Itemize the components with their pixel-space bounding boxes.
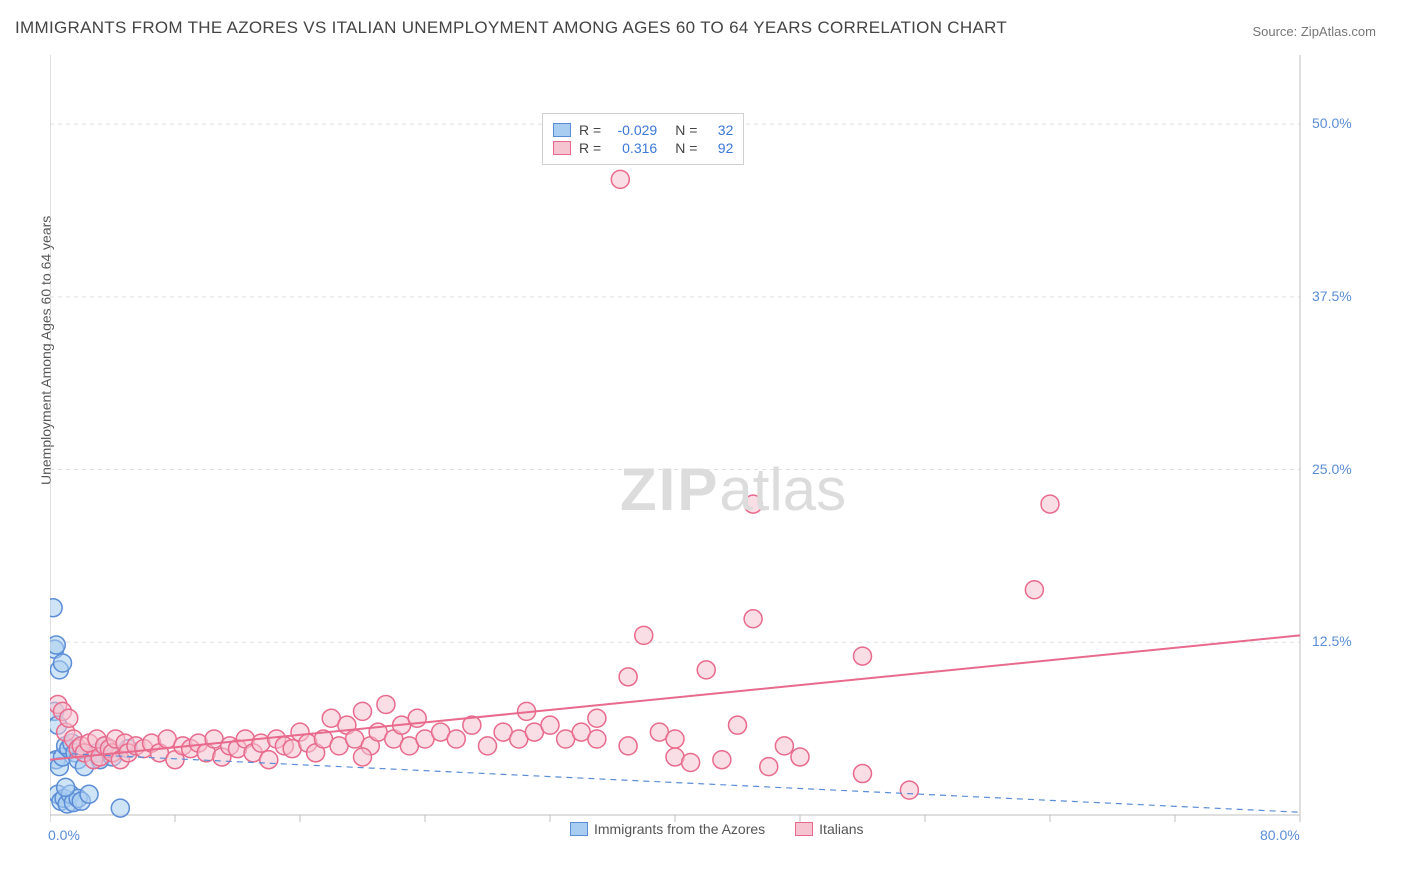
chart-area: Unemployment Among Ages 60 to 64 years Z…: [50, 55, 1330, 845]
legend-label-azores: Immigrants from the Azores: [594, 821, 765, 837]
swatch-italians: [553, 141, 571, 155]
n-label-0: N =: [675, 122, 697, 138]
n-value-0: 32: [705, 122, 733, 138]
chart-title: IMMIGRANTS FROM THE AZORES VS ITALIAN UN…: [15, 18, 1007, 38]
y-tick-label: 25.0%: [1312, 461, 1352, 477]
x-tick-label: 80.0%: [1260, 827, 1300, 843]
stats-row-italians: R = 0.316 N = 92: [553, 140, 733, 156]
r-label-1: R =: [579, 140, 601, 156]
x-tick-label: 0.0%: [48, 827, 80, 843]
y-tick-label: 12.5%: [1312, 633, 1352, 649]
r-value-1: 0.316: [609, 140, 657, 156]
n-label-1: N =: [675, 140, 697, 156]
legend-item-azores: Immigrants from the Azores: [570, 821, 765, 837]
source-citation: Source: ZipAtlas.com: [1252, 24, 1376, 39]
y-tick-label: 50.0%: [1312, 115, 1352, 131]
legend: Immigrants from the Azores Italians: [570, 821, 864, 837]
r-label-0: R =: [579, 122, 601, 138]
legend-label-italians: Italians: [819, 821, 863, 837]
source-label: Source:: [1252, 24, 1300, 39]
legend-swatch-azores: [570, 822, 588, 836]
legend-item-italians: Italians: [795, 821, 863, 837]
legend-swatch-italians: [795, 822, 813, 836]
stats-row-azores: R = -0.029 N = 32: [553, 122, 733, 138]
chart-container: IMMIGRANTS FROM THE AZORES VS ITALIAN UN…: [0, 0, 1406, 892]
y-tick-label: 37.5%: [1312, 288, 1352, 304]
r-value-0: -0.029: [609, 122, 657, 138]
swatch-azores: [553, 123, 571, 137]
correlation-stats-box: R = -0.029 N = 32 R = 0.316 N = 92: [542, 113, 744, 165]
n-value-1: 92: [705, 140, 733, 156]
source-value: ZipAtlas.com: [1301, 24, 1376, 39]
scatter-plot: [50, 55, 1330, 845]
